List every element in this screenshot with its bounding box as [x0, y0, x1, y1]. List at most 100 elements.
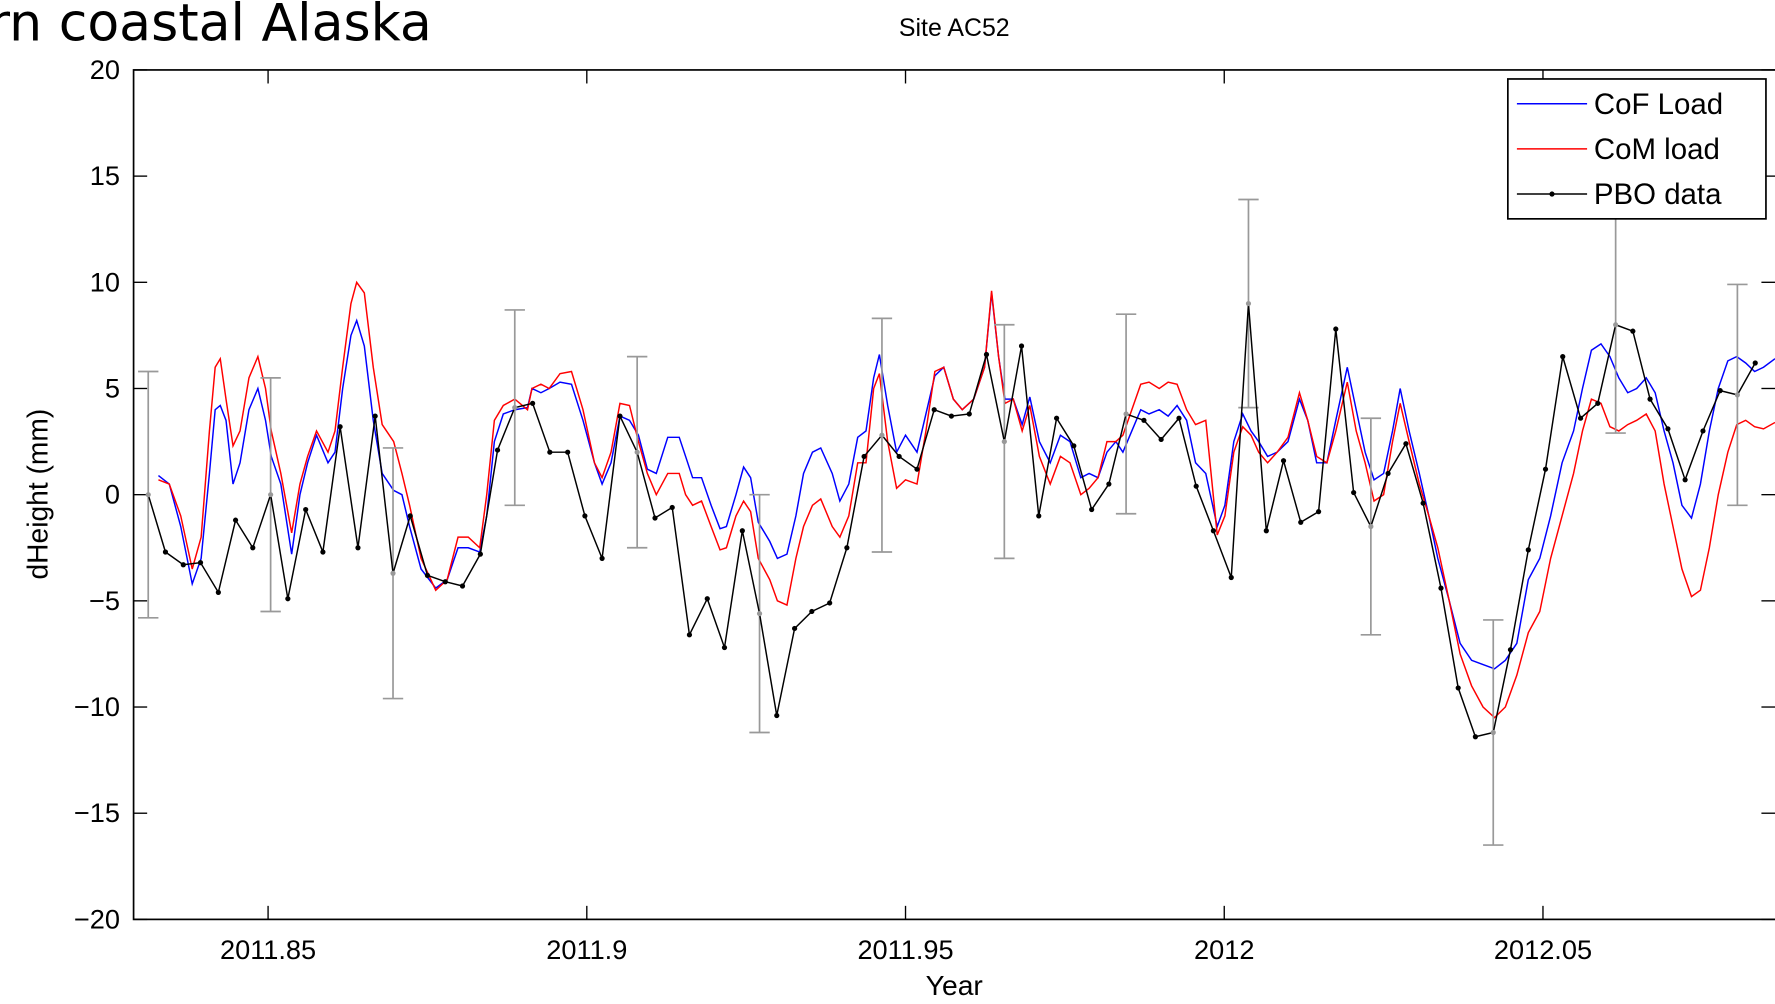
data-point	[1141, 417, 1147, 423]
data-point	[1106, 481, 1112, 487]
data-point	[268, 492, 274, 498]
data-point	[948, 413, 955, 419]
data-point	[1158, 436, 1164, 443]
data-point	[1403, 441, 1409, 447]
y-tick-label: 0	[105, 479, 120, 510]
data-point	[914, 466, 920, 472]
data-point	[1228, 574, 1234, 581]
y-tick-label: −5	[89, 585, 120, 616]
data-point	[390, 570, 396, 576]
series-line	[158, 280, 1775, 719]
x-tick-label: 2012.05	[1494, 934, 1592, 965]
data-point	[337, 424, 343, 430]
data-point	[1368, 523, 1374, 530]
data-point	[1123, 411, 1129, 417]
data-point	[809, 608, 815, 615]
data-point	[145, 492, 151, 498]
x-tick-label: 2011.95	[857, 934, 953, 965]
data-point	[477, 551, 483, 557]
plot-area	[138, 198, 1775, 846]
data-point	[320, 549, 326, 555]
data-point	[565, 449, 571, 455]
legend-marker	[1549, 191, 1555, 197]
data-point	[1700, 428, 1706, 434]
y-tick-label: 10	[90, 266, 120, 297]
series-line	[157, 292, 1775, 670]
legend-label: CoF Load	[1594, 88, 1723, 121]
data-point	[739, 528, 745, 534]
data-point	[1647, 396, 1653, 402]
data-point	[215, 589, 221, 595]
slide-title: rn coastal Alaska	[0, 0, 432, 54]
legend: CoF Load CoM load PBO data	[1506, 78, 1767, 220]
data-point	[547, 449, 553, 455]
data-point	[407, 513, 413, 519]
data-point	[879, 432, 885, 438]
data-point	[966, 411, 972, 417]
data-point	[1036, 513, 1042, 519]
data-point	[355, 545, 361, 551]
data-point	[1315, 509, 1322, 515]
y-tick-label: −10	[74, 691, 120, 722]
data-point	[983, 351, 990, 358]
data-point	[1490, 729, 1496, 736]
data-point	[372, 413, 378, 419]
data-point	[1752, 360, 1758, 366]
y-tick-label: −15	[74, 797, 120, 828]
y-axis-label: dHeight (mm)	[21, 409, 53, 580]
data-point	[1351, 489, 1357, 496]
data-point	[1263, 528, 1269, 534]
data-point	[1420, 500, 1426, 506]
y-tick-label: 20	[90, 54, 120, 85]
data-point	[1385, 470, 1391, 477]
data-point	[1018, 343, 1025, 349]
data-point	[582, 513, 588, 519]
data-point	[424, 572, 431, 578]
data-point	[1245, 300, 1252, 307]
data-point	[774, 712, 780, 719]
data-point	[303, 506, 309, 513]
data-point	[162, 549, 169, 555]
legend-label: PBO data	[1594, 178, 1722, 211]
data-point	[1455, 685, 1461, 691]
data-point	[1542, 466, 1549, 472]
data-point	[792, 625, 798, 632]
data-point	[1665, 426, 1671, 432]
data-point	[861, 453, 867, 460]
data-point	[1507, 647, 1514, 653]
data-point	[1210, 528, 1217, 534]
data-point	[1613, 322, 1619, 328]
data-point	[1682, 477, 1688, 483]
data-point	[1089, 506, 1095, 513]
data-point	[530, 400, 536, 406]
data-point	[180, 562, 186, 568]
data-point	[1734, 392, 1740, 398]
data-point	[704, 596, 710, 602]
data-point	[634, 449, 640, 455]
chart-title: Site AC52	[899, 14, 1010, 42]
data-point	[1176, 415, 1182, 421]
data-point	[1577, 415, 1584, 421]
data-point	[652, 515, 658, 521]
data-point	[1595, 400, 1601, 406]
data-point	[285, 596, 291, 602]
data-point	[844, 545, 850, 551]
data-point	[686, 632, 693, 638]
data-point	[669, 504, 675, 511]
data-point	[1053, 415, 1060, 421]
data-point	[721, 644, 728, 651]
y-tick-label: −20	[74, 903, 120, 934]
data-point	[232, 517, 239, 523]
x-axis-label: Year	[926, 969, 983, 1001]
data-point	[1333, 326, 1339, 332]
data-point	[617, 413, 623, 419]
data-point	[1525, 547, 1531, 553]
y-tick-label: 5	[105, 373, 120, 404]
data-point	[1298, 519, 1304, 525]
data-point	[1071, 443, 1077, 449]
data-point	[1560, 354, 1566, 360]
x-tick-label: 2011.9	[546, 934, 627, 965]
data-point	[1472, 734, 1479, 740]
data-point	[250, 545, 256, 551]
